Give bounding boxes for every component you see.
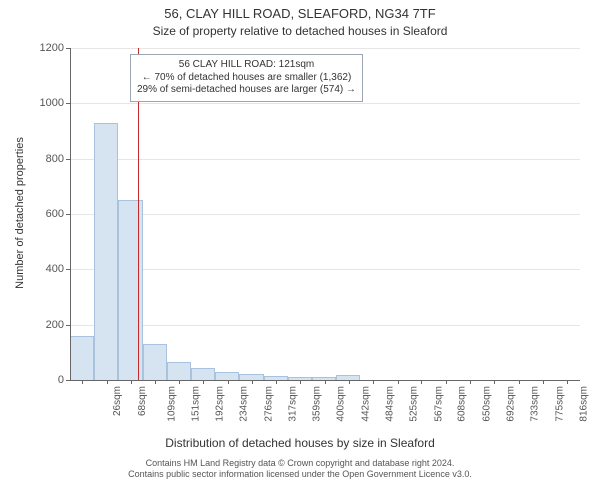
x-tick-label: 317sqm — [285, 386, 298, 422]
title-line1: 56, CLAY HILL ROAD, SLEAFORD, NG34 7TF — [0, 6, 600, 21]
histogram-bar — [118, 200, 142, 380]
footnote-line1: Contains HM Land Registry data © Crown c… — [146, 458, 455, 468]
x-tick-label: 692sqm — [504, 386, 517, 422]
annotation-line3: 29% of semi-detached houses are larger (… — [137, 84, 356, 95]
y-tick-label: 800 — [46, 153, 70, 165]
histogram-bar — [70, 336, 94, 380]
x-tick-label: 733sqm — [528, 386, 541, 422]
x-axis-title: Distribution of detached houses by size … — [0, 436, 600, 450]
y-tick-label: 1000 — [40, 97, 70, 109]
x-tick-label: 484sqm — [383, 386, 396, 422]
y-axis-title: Number of detached properties — [14, 47, 26, 379]
histogram-bar — [167, 362, 191, 380]
grid-line — [70, 214, 580, 215]
histogram-bar — [143, 344, 167, 380]
grid-line — [70, 159, 580, 160]
footnote-line2: Contains public sector information licen… — [128, 469, 472, 479]
x-tick-label: 359sqm — [310, 386, 323, 422]
annotation-line1: 56 CLAY HILL ROAD: 121sqm — [179, 59, 314, 70]
x-tick-label: 650sqm — [480, 386, 493, 422]
x-tick-label: 400sqm — [334, 386, 347, 422]
chart-container: 56, CLAY HILL ROAD, SLEAFORD, NG34 7TF S… — [0, 0, 600, 500]
axis-line — [70, 48, 71, 380]
x-tick-label: 276sqm — [262, 386, 275, 422]
x-tick-label: 192sqm — [213, 386, 226, 422]
title-line2: Size of property relative to detached ho… — [0, 24, 600, 38]
x-tick-label: 68sqm — [135, 386, 148, 416]
footnote: Contains HM Land Registry data © Crown c… — [0, 458, 600, 481]
histogram-bar — [94, 123, 118, 380]
y-tick-label: 600 — [46, 208, 70, 220]
grid-line — [70, 325, 580, 326]
plot-area: 02004006008001000120026sqm68sqm109sqm151… — [70, 48, 580, 380]
x-tick-label: 151sqm — [189, 386, 202, 422]
y-tick-label: 1200 — [40, 42, 70, 54]
x-tick-label: 816sqm — [576, 386, 589, 422]
x-tick-label: 26sqm — [110, 386, 123, 416]
y-tick-label: 200 — [46, 319, 70, 331]
x-tick-label: 442sqm — [358, 386, 371, 422]
axis-line — [70, 380, 580, 381]
x-tick-label: 775sqm — [552, 386, 565, 422]
histogram-bar — [215, 372, 239, 380]
histogram-bar — [191, 368, 215, 380]
annotation-box: 56 CLAY HILL ROAD: 121sqm ← 70% of detach… — [130, 54, 363, 102]
annotation-line2: ← 70% of detached houses are smaller (1,… — [142, 72, 352, 83]
x-tick-label: 234sqm — [237, 386, 250, 422]
grid-line — [70, 269, 580, 270]
grid-line — [70, 103, 580, 104]
y-tick-label: 400 — [46, 263, 70, 275]
y-tick-label: 0 — [58, 374, 70, 386]
x-tick-label: 567sqm — [431, 386, 444, 422]
x-tick-label: 109sqm — [164, 386, 177, 422]
x-tick-label: 608sqm — [455, 386, 468, 422]
grid-line — [70, 48, 580, 49]
x-tick-label: 525sqm — [407, 386, 420, 422]
